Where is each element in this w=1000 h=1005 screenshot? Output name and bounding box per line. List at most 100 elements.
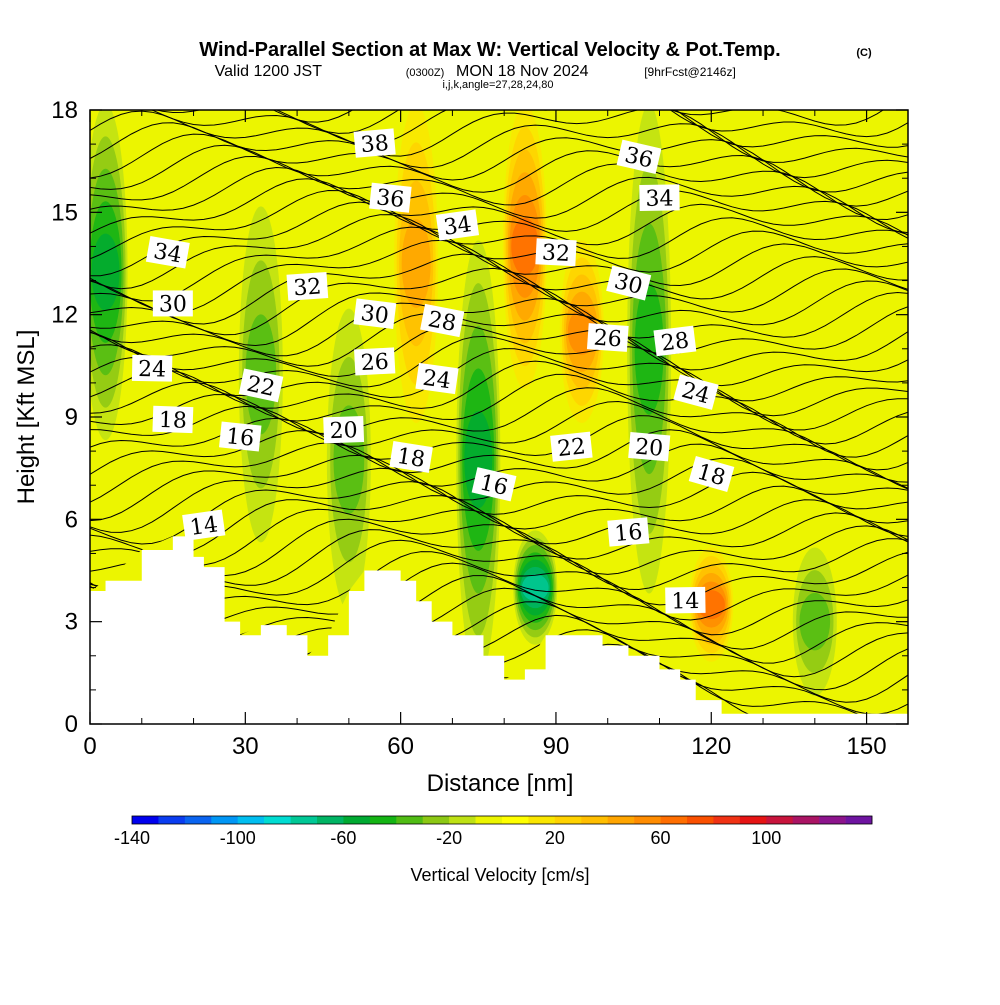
theta-contour bbox=[90, 335, 908, 402]
y-tick-label: 18 bbox=[51, 97, 78, 124]
x-axis-label: Distance [nm] bbox=[427, 770, 574, 797]
theta-label: 36 bbox=[369, 182, 412, 213]
svg-text:16: 16 bbox=[477, 470, 510, 501]
svg-text:14: 14 bbox=[188, 512, 219, 541]
svg-text:28: 28 bbox=[426, 307, 458, 337]
x-tick-label: 90 bbox=[543, 733, 570, 760]
copyright-mark: (C) bbox=[856, 47, 872, 59]
colorbar-label: Vertical Velocity [cm/s] bbox=[410, 865, 589, 885]
colorbar-swatch bbox=[211, 816, 239, 824]
colorbar-swatch bbox=[343, 816, 371, 824]
theta-label: 16 bbox=[607, 517, 650, 547]
theta-label: 22 bbox=[550, 431, 593, 462]
y-tick-label: 12 bbox=[51, 302, 78, 329]
theta-label: 22 bbox=[238, 368, 284, 403]
colorbar-swatch bbox=[739, 816, 767, 824]
svg-text:28: 28 bbox=[660, 328, 691, 356]
valid-utc: (0300Z) bbox=[406, 67, 445, 79]
vertical-velocity-field bbox=[90, 110, 908, 724]
svg-text:24: 24 bbox=[421, 366, 452, 395]
colorbar-tick-label: -60 bbox=[330, 828, 356, 848]
colorbar-swatch bbox=[502, 816, 529, 824]
theta-contour bbox=[90, 189, 908, 260]
colorbar-swatch bbox=[845, 816, 873, 824]
y-tick-label: 6 bbox=[65, 506, 78, 533]
colorbar-swatch bbox=[475, 816, 503, 824]
colorbar-swatch bbox=[687, 816, 714, 824]
theta-contour bbox=[90, 144, 908, 207]
svg-text:22: 22 bbox=[244, 372, 277, 402]
svg-text:34: 34 bbox=[152, 239, 184, 268]
theta-contour bbox=[90, 442, 908, 503]
colorbar-swatch bbox=[554, 816, 582, 824]
theta-label: 14 bbox=[665, 586, 706, 614]
theta-contour bbox=[90, 373, 908, 445]
theta-contour bbox=[90, 253, 908, 325]
theta-contour bbox=[90, 133, 908, 193]
w-feature-4 bbox=[513, 530, 558, 645]
y-tick-label: 15 bbox=[51, 199, 78, 226]
svg-text:20: 20 bbox=[634, 435, 664, 462]
forecast-info: [9hrFcst@2146z] bbox=[644, 65, 736, 79]
colorbar-swatch bbox=[396, 816, 424, 824]
theta-contour bbox=[90, 467, 908, 533]
w-feature-0 bbox=[90, 110, 128, 441]
theta-label: 18 bbox=[389, 440, 433, 473]
w-feature-3 bbox=[456, 240, 501, 679]
theta-contour bbox=[90, 551, 908, 621]
svg-text:18: 18 bbox=[395, 444, 427, 473]
theta-contour bbox=[90, 529, 908, 591]
theta-label: 24 bbox=[131, 354, 173, 382]
svg-text:30: 30 bbox=[359, 301, 390, 329]
theta-contour bbox=[90, 360, 908, 431]
theta-label: 34 bbox=[435, 209, 480, 241]
svg-text:26: 26 bbox=[593, 326, 623, 353]
colorbar-swatch bbox=[528, 816, 556, 824]
theta-contour bbox=[90, 495, 908, 556]
theta-label: 34 bbox=[639, 184, 680, 212]
theta-contour bbox=[90, 267, 908, 336]
colorbar-swatch bbox=[713, 816, 741, 824]
theta-contour bbox=[90, 166, 908, 234]
theta-label: 16 bbox=[218, 421, 262, 452]
colorbar-swatch bbox=[264, 816, 291, 824]
theta-label: 14 bbox=[182, 509, 226, 541]
colorbar: -140 -100 -60 -20 20 60 100 bbox=[114, 815, 873, 848]
valid-date: MON 18 Nov 2024 bbox=[456, 63, 589, 80]
theta-label: 28 bbox=[420, 303, 465, 338]
colorbar-tick-label: 100 bbox=[751, 828, 781, 848]
colorbar-swatch bbox=[819, 816, 846, 824]
theta-contour bbox=[90, 226, 908, 302]
colorbar-swatch bbox=[317, 816, 344, 824]
theta-contour bbox=[90, 400, 908, 471]
theta-label: 24 bbox=[673, 374, 719, 410]
x-tick-label: 120 bbox=[691, 733, 731, 760]
colorbar-swatch bbox=[290, 816, 318, 824]
theta-contour bbox=[90, 313, 908, 371]
x-tick-label: 150 bbox=[847, 733, 887, 760]
y-axis-label: Height [Kft MSL] bbox=[13, 330, 40, 505]
theta-contour bbox=[90, 201, 908, 277]
svg-text:22: 22 bbox=[556, 434, 586, 462]
theta-label: 36 bbox=[616, 139, 662, 174]
theta-contour bbox=[90, 110, 908, 163]
theta-contour bbox=[90, 297, 908, 357]
theta-label: 28 bbox=[653, 325, 697, 357]
grid-indices: i,j,k,angle=27,28,24,80 bbox=[442, 79, 553, 91]
theta-label: 34 bbox=[145, 236, 190, 269]
theta-contour bbox=[90, 387, 908, 458]
colorbar-swatch bbox=[792, 816, 820, 824]
terrain-mask bbox=[90, 536, 908, 724]
theta-label: 20 bbox=[323, 415, 365, 444]
colorbar-swatch bbox=[581, 816, 609, 824]
x-tick-label: 60 bbox=[387, 733, 414, 760]
theta-contour bbox=[90, 324, 908, 387]
colorbar-tick-label: 60 bbox=[651, 828, 671, 848]
valid-time: Valid 1200 JST bbox=[215, 63, 323, 80]
theta-label: 32 bbox=[286, 272, 329, 301]
theta-contour bbox=[90, 122, 908, 179]
colorbar-swatch bbox=[237, 816, 265, 824]
theta-contour bbox=[90, 562, 908, 636]
svg-text:36: 36 bbox=[375, 185, 405, 213]
